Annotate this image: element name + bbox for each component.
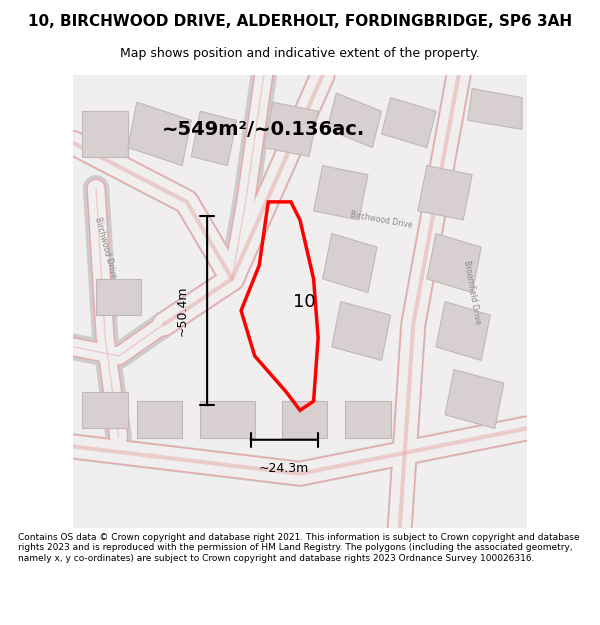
Polygon shape bbox=[467, 89, 522, 129]
Text: 10: 10 bbox=[293, 292, 316, 311]
Text: ~50.4m: ~50.4m bbox=[176, 286, 189, 336]
Polygon shape bbox=[82, 111, 128, 156]
Polygon shape bbox=[418, 166, 472, 220]
Text: ~24.3m: ~24.3m bbox=[259, 462, 309, 476]
Polygon shape bbox=[200, 401, 254, 437]
Polygon shape bbox=[436, 301, 490, 361]
Polygon shape bbox=[128, 102, 191, 166]
Text: Contains OS data © Crown copyright and database right 2021. This information is : Contains OS data © Crown copyright and d… bbox=[18, 533, 580, 562]
Polygon shape bbox=[445, 369, 504, 429]
Polygon shape bbox=[96, 279, 142, 315]
Text: Broomfield Drive: Broomfield Drive bbox=[462, 260, 482, 325]
Polygon shape bbox=[332, 301, 391, 361]
Polygon shape bbox=[191, 111, 236, 166]
Text: Birchwood Drive: Birchwood Drive bbox=[92, 216, 118, 279]
Text: Birchwood Drive: Birchwood Drive bbox=[350, 210, 413, 230]
Polygon shape bbox=[327, 93, 382, 148]
Text: 10, BIRCHWOOD DRIVE, ALDERHOLT, FORDINGBRIDGE, SP6 3AH: 10, BIRCHWOOD DRIVE, ALDERHOLT, FORDINGB… bbox=[28, 14, 572, 29]
Polygon shape bbox=[314, 166, 368, 220]
Text: Map shows position and indicative extent of the property.: Map shows position and indicative extent… bbox=[120, 48, 480, 61]
Polygon shape bbox=[427, 234, 481, 292]
Polygon shape bbox=[282, 401, 327, 437]
Polygon shape bbox=[346, 401, 391, 437]
Text: ~549m²/~0.136ac.: ~549m²/~0.136ac. bbox=[162, 120, 365, 139]
Polygon shape bbox=[323, 234, 377, 292]
Polygon shape bbox=[382, 98, 436, 148]
Polygon shape bbox=[137, 401, 182, 437]
Polygon shape bbox=[264, 102, 318, 156]
Polygon shape bbox=[82, 392, 128, 429]
